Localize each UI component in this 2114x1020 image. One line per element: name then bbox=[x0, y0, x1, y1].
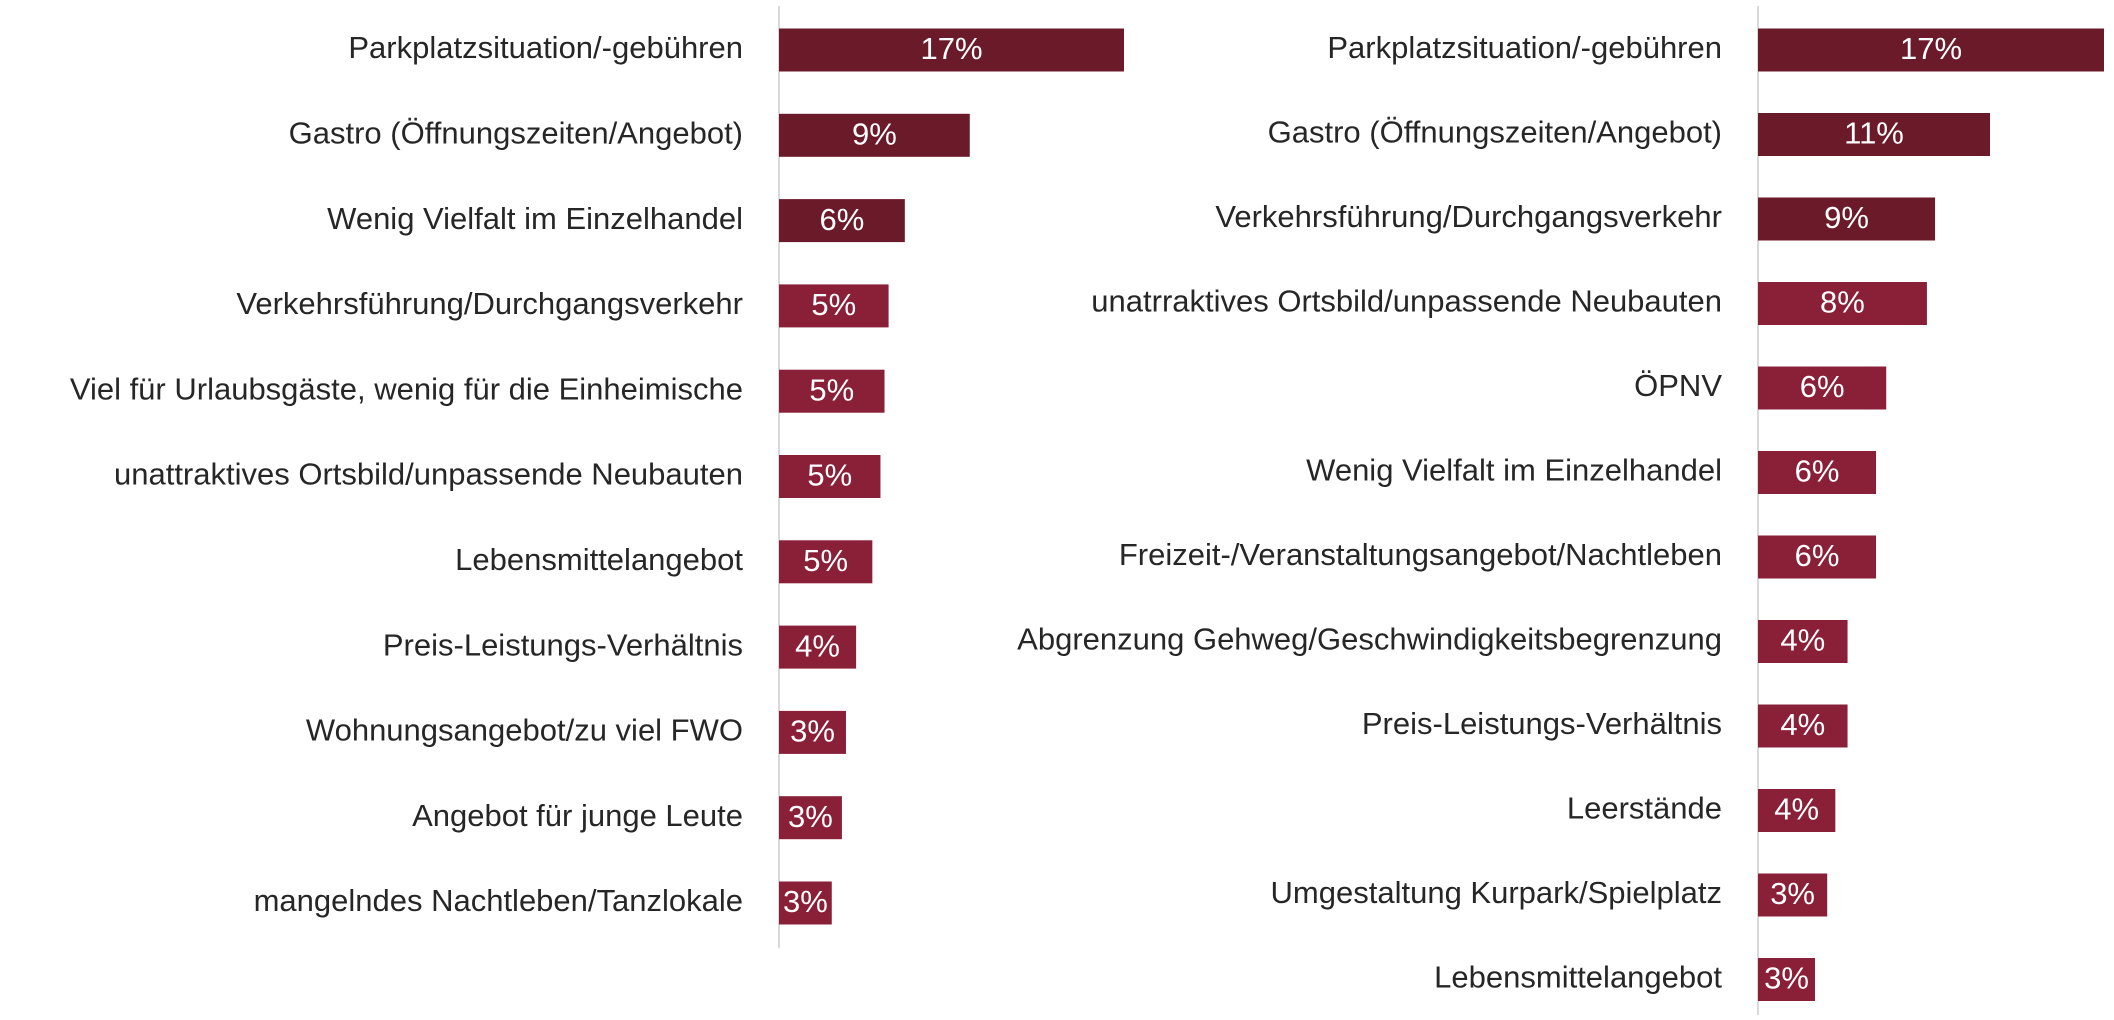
category-label: ÖPNV bbox=[1634, 368, 1722, 403]
value-label: 8% bbox=[1820, 285, 1865, 320]
value-label: 3% bbox=[783, 884, 828, 919]
bar bbox=[779, 455, 881, 498]
category-label: Wenig Vielfalt im Einzelhandel bbox=[327, 201, 743, 236]
category-label: Parkplatzsituation/-gebühren bbox=[1327, 30, 1722, 65]
bar bbox=[779, 881, 832, 925]
bar bbox=[779, 369, 885, 413]
value-label: 17% bbox=[1900, 31, 1962, 66]
bar bbox=[1758, 789, 1836, 832]
category-label: Gastro (Öffnungszeiten/Angebot) bbox=[1268, 115, 1722, 150]
category-label: Umgestaltung Kurpark/Spielplatz bbox=[1271, 875, 1722, 910]
value-label: 11% bbox=[1844, 116, 1904, 151]
category-label: Verkehrsführung/Durchgangsverkehr bbox=[236, 286, 743, 321]
bar bbox=[779, 540, 873, 584]
bar bbox=[1758, 535, 1877, 579]
category-label: unattraktives Ortsbild/unpassende Neubau… bbox=[114, 457, 743, 492]
category-label: Parkplatzsituation/-gebühren bbox=[348, 30, 743, 65]
bar bbox=[1758, 113, 1991, 156]
value-label: 9% bbox=[852, 116, 897, 151]
bar bbox=[1758, 704, 1848, 748]
value-label: 6% bbox=[1800, 369, 1845, 404]
value-label: 5% bbox=[811, 287, 856, 322]
value-label: 17% bbox=[920, 31, 982, 66]
value-label: 3% bbox=[1770, 876, 1815, 911]
category-label: unatrraktives Ortsbild/unpassende Neubau… bbox=[1091, 284, 1722, 319]
bar bbox=[1758, 451, 1877, 494]
category-label: Verkehrsführung/Durchgangsverkehr bbox=[1215, 199, 1722, 234]
category-label: Preis-Leistungs-Verhältnis bbox=[383, 627, 743, 662]
value-label: 6% bbox=[1795, 538, 1840, 573]
bar bbox=[1758, 873, 1828, 917]
bar bbox=[779, 28, 1124, 72]
bar bbox=[1758, 620, 1848, 663]
value-label: 5% bbox=[803, 543, 848, 578]
category-label: Lebensmittelangebot bbox=[455, 542, 743, 577]
value-label: 5% bbox=[809, 372, 854, 407]
value-label: 6% bbox=[820, 202, 865, 237]
value-label: 4% bbox=[1774, 792, 1819, 827]
category-label: Gastro (Öffnungszeiten/Angebot) bbox=[289, 115, 743, 150]
bar bbox=[1758, 366, 1887, 410]
value-label: 4% bbox=[1780, 623, 1825, 658]
bar bbox=[779, 710, 846, 754]
bar bbox=[1758, 28, 2104, 72]
bar bbox=[1758, 197, 1936, 241]
bar bbox=[1758, 282, 1927, 325]
category-label: Preis-Leistungs-Verhältnis bbox=[1362, 706, 1722, 741]
category-label: Angebot für junge Leute bbox=[412, 798, 743, 833]
bar bbox=[1758, 958, 1815, 1001]
category-label: Wohnungsangebot/zu viel FWO bbox=[306, 713, 743, 748]
bar bbox=[779, 284, 889, 328]
category-label: Lebensmittelangebot bbox=[1434, 960, 1722, 995]
category-label: Freizeit-/Veranstaltungsangebot/Nachtleb… bbox=[1119, 537, 1722, 572]
category-label: Viel für Urlaubsgäste, wenig für die Ein… bbox=[70, 371, 743, 406]
bar bbox=[779, 625, 857, 669]
category-label: Leerstände bbox=[1567, 791, 1722, 826]
value-label: 4% bbox=[795, 628, 840, 663]
category-label: Wenig Vielfalt im Einzelhandel bbox=[1306, 453, 1722, 488]
value-label: 5% bbox=[807, 458, 852, 493]
bar bbox=[779, 199, 905, 243]
value-label: 9% bbox=[1824, 200, 1869, 235]
value-label: 3% bbox=[788, 799, 833, 834]
bar bbox=[779, 796, 842, 840]
value-label: 3% bbox=[790, 714, 835, 749]
category-label: Abgrenzung Gehweg/Geschwindigkeitsbegren… bbox=[1017, 622, 1722, 657]
value-label: 4% bbox=[1780, 707, 1825, 742]
value-label: 6% bbox=[1795, 454, 1840, 489]
category-label: mangelndes Nachtleben/Tanzlokale bbox=[254, 883, 743, 918]
value-label: 3% bbox=[1764, 961, 1809, 996]
bar bbox=[779, 113, 970, 157]
